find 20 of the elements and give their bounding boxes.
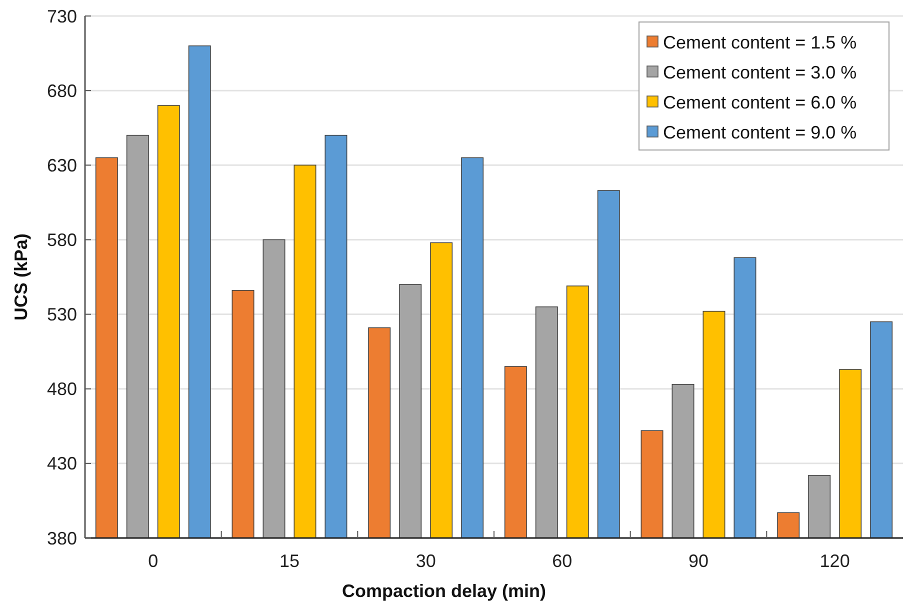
x-tick-label: 30	[416, 551, 436, 571]
x-tick-label: 120	[820, 551, 850, 571]
legend-label: Cement content = 6.0 %	[663, 92, 857, 112]
y-tick-label: 530	[46, 304, 77, 325]
legend-label: Cement content = 9.0 %	[663, 122, 857, 142]
y-tick-label: 430	[46, 454, 77, 474]
y-tick-label: 580	[46, 230, 77, 250]
y-axis-title: UCS (kPa)	[11, 233, 31, 321]
x-tick-label: 0	[148, 551, 158, 571]
x-tick-label: 60	[552, 551, 572, 571]
y-tick-label: 730	[46, 6, 77, 26]
x-tick-label: 90	[688, 551, 709, 571]
y-tick-label: 380	[46, 528, 77, 548]
legend-label: Cement content = 1.5 %	[663, 32, 857, 52]
y-tick-label: 680	[46, 80, 77, 101]
y-tick-label: 630	[46, 155, 77, 176]
x-tick-label: 15	[279, 551, 300, 571]
legend-label: Cement content = 3.0 %	[663, 62, 857, 82]
y-tick-label: 480	[46, 379, 77, 400]
x-axis-title: Compaction delay (min)	[342, 581, 546, 601]
